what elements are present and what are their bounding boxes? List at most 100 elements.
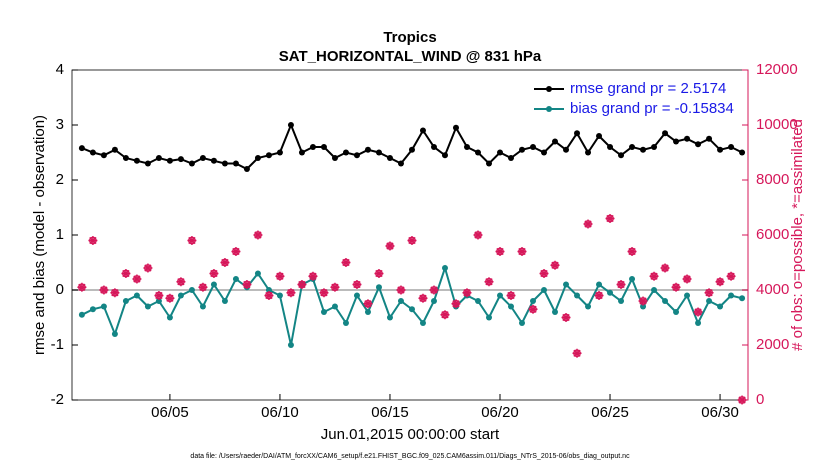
- series-marker: [651, 287, 658, 293]
- obs-count-marker: [330, 282, 340, 292]
- marker-star: [418, 293, 428, 303]
- y-tick-label: 2: [56, 171, 64, 188]
- series-marker: [452, 124, 459, 131]
- series-marker: [199, 155, 206, 161]
- marker-star: [77, 282, 87, 292]
- y2-tick-label: 10000: [756, 116, 798, 133]
- series-marker: [497, 149, 504, 156]
- series-marker: [684, 292, 691, 299]
- marker-star: [429, 285, 439, 295]
- series-marker: [188, 287, 195, 293]
- y2-tick-label: 12000: [756, 61, 798, 78]
- series-marker: [662, 130, 669, 137]
- marker-star: [528, 304, 538, 314]
- y2-tick-label: 6000: [756, 226, 789, 243]
- series-marker: [463, 144, 470, 150]
- marker-star: [231, 247, 241, 256]
- series-marker: [166, 314, 173, 321]
- series-marker: [144, 160, 151, 167]
- obs-count-marker: [682, 274, 692, 284]
- series-marker: [276, 292, 283, 299]
- marker-star: [352, 280, 362, 289]
- series-marker: [607, 289, 614, 296]
- series-marker: [144, 303, 151, 310]
- obs-count-marker: [649, 271, 659, 281]
- series-marker: [342, 320, 349, 326]
- series-marker: [232, 276, 239, 282]
- marker-star: [682, 274, 692, 284]
- series-marker: [552, 309, 559, 315]
- legend-label: rmse grand pr = 2.5174: [570, 80, 726, 97]
- marker-star: [297, 280, 307, 289]
- marker-star: [627, 247, 637, 256]
- obs-count-marker: [539, 269, 549, 278]
- x-tick-label: 06/30: [701, 404, 739, 421]
- series-marker: [408, 306, 415, 313]
- series-marker: [474, 149, 481, 156]
- obs-count-marker: [693, 307, 703, 317]
- series-marker: [210, 281, 217, 288]
- x-axis-label: Jun.01,2015 00:00:00 start: [321, 426, 500, 443]
- marker-star: [594, 291, 604, 300]
- obs-count-marker: [671, 282, 681, 292]
- marker-star: [187, 236, 197, 245]
- obs-count-marker: [715, 277, 725, 287]
- obs-count-marker: [319, 288, 329, 298]
- marker-star: [143, 263, 153, 273]
- marker-star: [286, 288, 296, 298]
- series-marker: [430, 144, 437, 150]
- series-marker: [530, 144, 537, 150]
- series-marker: [221, 298, 228, 304]
- obs-count-marker: [506, 291, 516, 300]
- series-marker: [397, 298, 404, 304]
- series-marker: [662, 298, 669, 304]
- marker-star: [605, 214, 615, 223]
- marker-star: [165, 293, 175, 303]
- series-marker: [254, 270, 261, 277]
- marker-star: [374, 269, 384, 278]
- y-axis-label: rmse and bias (model - observation): [31, 115, 48, 355]
- series-marker: [673, 138, 680, 145]
- marker-star: [715, 277, 725, 287]
- marker-star: [132, 274, 142, 284]
- series-marker: [265, 152, 272, 159]
- series-marker: [254, 155, 261, 161]
- x-tick-label: 06/15: [371, 404, 409, 421]
- series-marker: [728, 292, 735, 299]
- series-marker: [419, 320, 426, 326]
- obs-count-marker: [110, 288, 120, 298]
- marker-star: [451, 299, 461, 309]
- footnote: data file: /Users/raeder/DAI/ATM_forcXX/…: [190, 453, 630, 460]
- series-marker: [485, 160, 492, 167]
- y-tick-label: 4: [56, 61, 64, 78]
- series-marker: [441, 152, 448, 159]
- series-marker: [78, 311, 85, 318]
- series-marker: [728, 144, 735, 150]
- series-marker: [695, 141, 702, 148]
- obs-count-marker: [253, 230, 263, 240]
- series-marker: [541, 287, 548, 293]
- series-marker: [441, 265, 448, 271]
- series-marker: [717, 303, 724, 310]
- series-marker: [618, 152, 625, 159]
- series-marker: [519, 146, 526, 153]
- series-marker: [574, 292, 581, 299]
- marker-star: [572, 348, 582, 358]
- series-marker: [706, 298, 713, 304]
- obs-count-marker: [605, 214, 615, 223]
- obs-count-marker: [352, 280, 362, 289]
- y-tick-label: 0: [56, 281, 64, 298]
- obs-count-marker: [484, 277, 494, 287]
- obs-count-marker: [561, 313, 571, 322]
- series-marker: [386, 155, 393, 161]
- marker-star: [561, 313, 571, 322]
- series-marker: [232, 160, 239, 167]
- series-marker: [364, 146, 371, 153]
- marker-star: [275, 271, 285, 281]
- obs-count-marker: [528, 304, 538, 314]
- series-marker: [89, 306, 96, 313]
- series-marker: [122, 155, 129, 161]
- obs-count-marker: [407, 236, 417, 245]
- series-marker: [342, 149, 349, 156]
